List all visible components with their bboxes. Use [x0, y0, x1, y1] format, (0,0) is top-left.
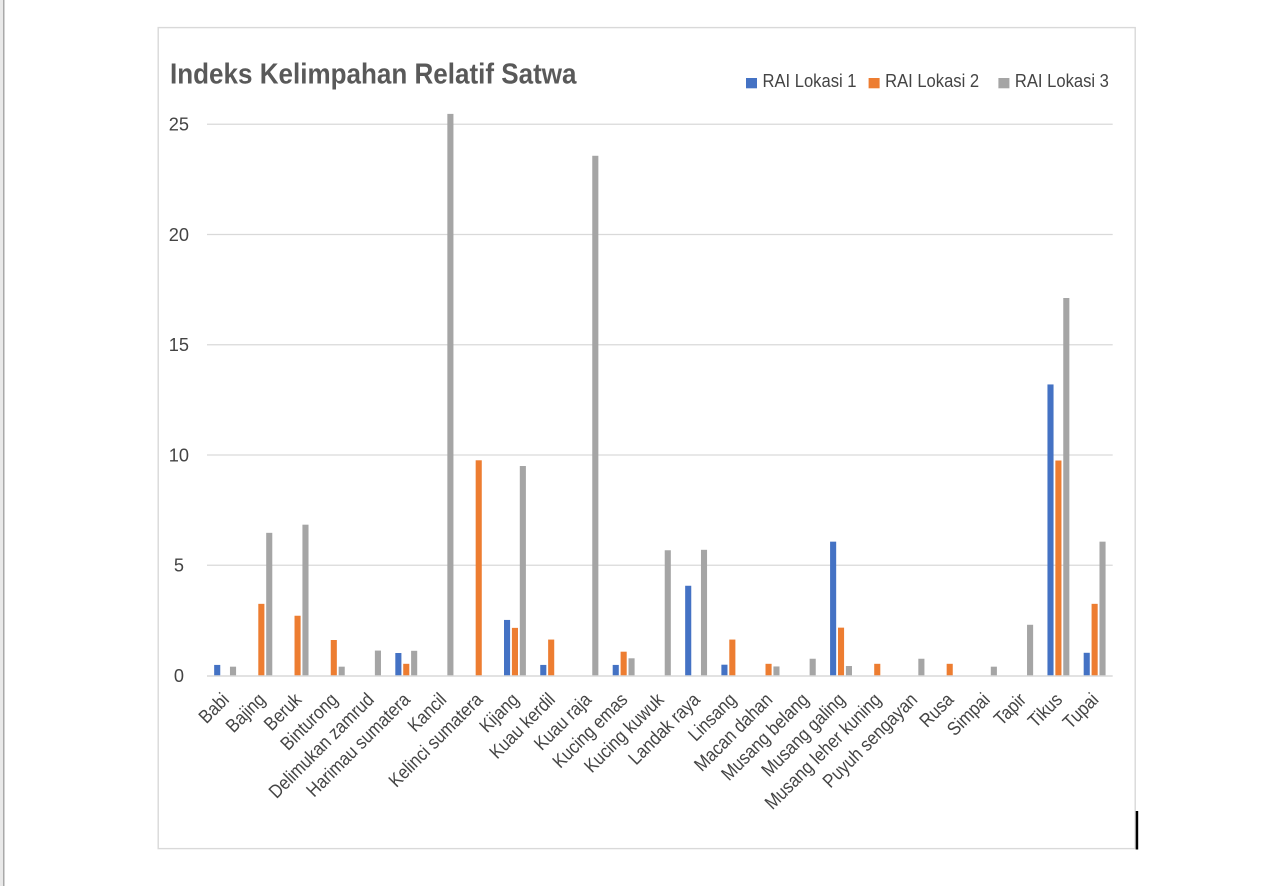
svg-text:RAI Lokasi 1: RAI Lokasi 1	[763, 71, 857, 91]
svg-text:20: 20	[169, 225, 189, 245]
svg-text:RAI Lokasi 2: RAI Lokasi 2	[885, 71, 979, 91]
svg-text:10: 10	[169, 445, 189, 465]
svg-text:15: 15	[169, 335, 189, 355]
svg-text:RAI Lokasi 3: RAI Lokasi 3	[1015, 71, 1109, 91]
svg-text:25: 25	[169, 115, 189, 135]
svg-text:5: 5	[174, 556, 184, 576]
svg-text:0: 0	[174, 666, 184, 686]
svg-text:Indeks Kelimpahan Relatif Satw: Indeks Kelimpahan Relatif Satwa	[170, 58, 577, 90]
